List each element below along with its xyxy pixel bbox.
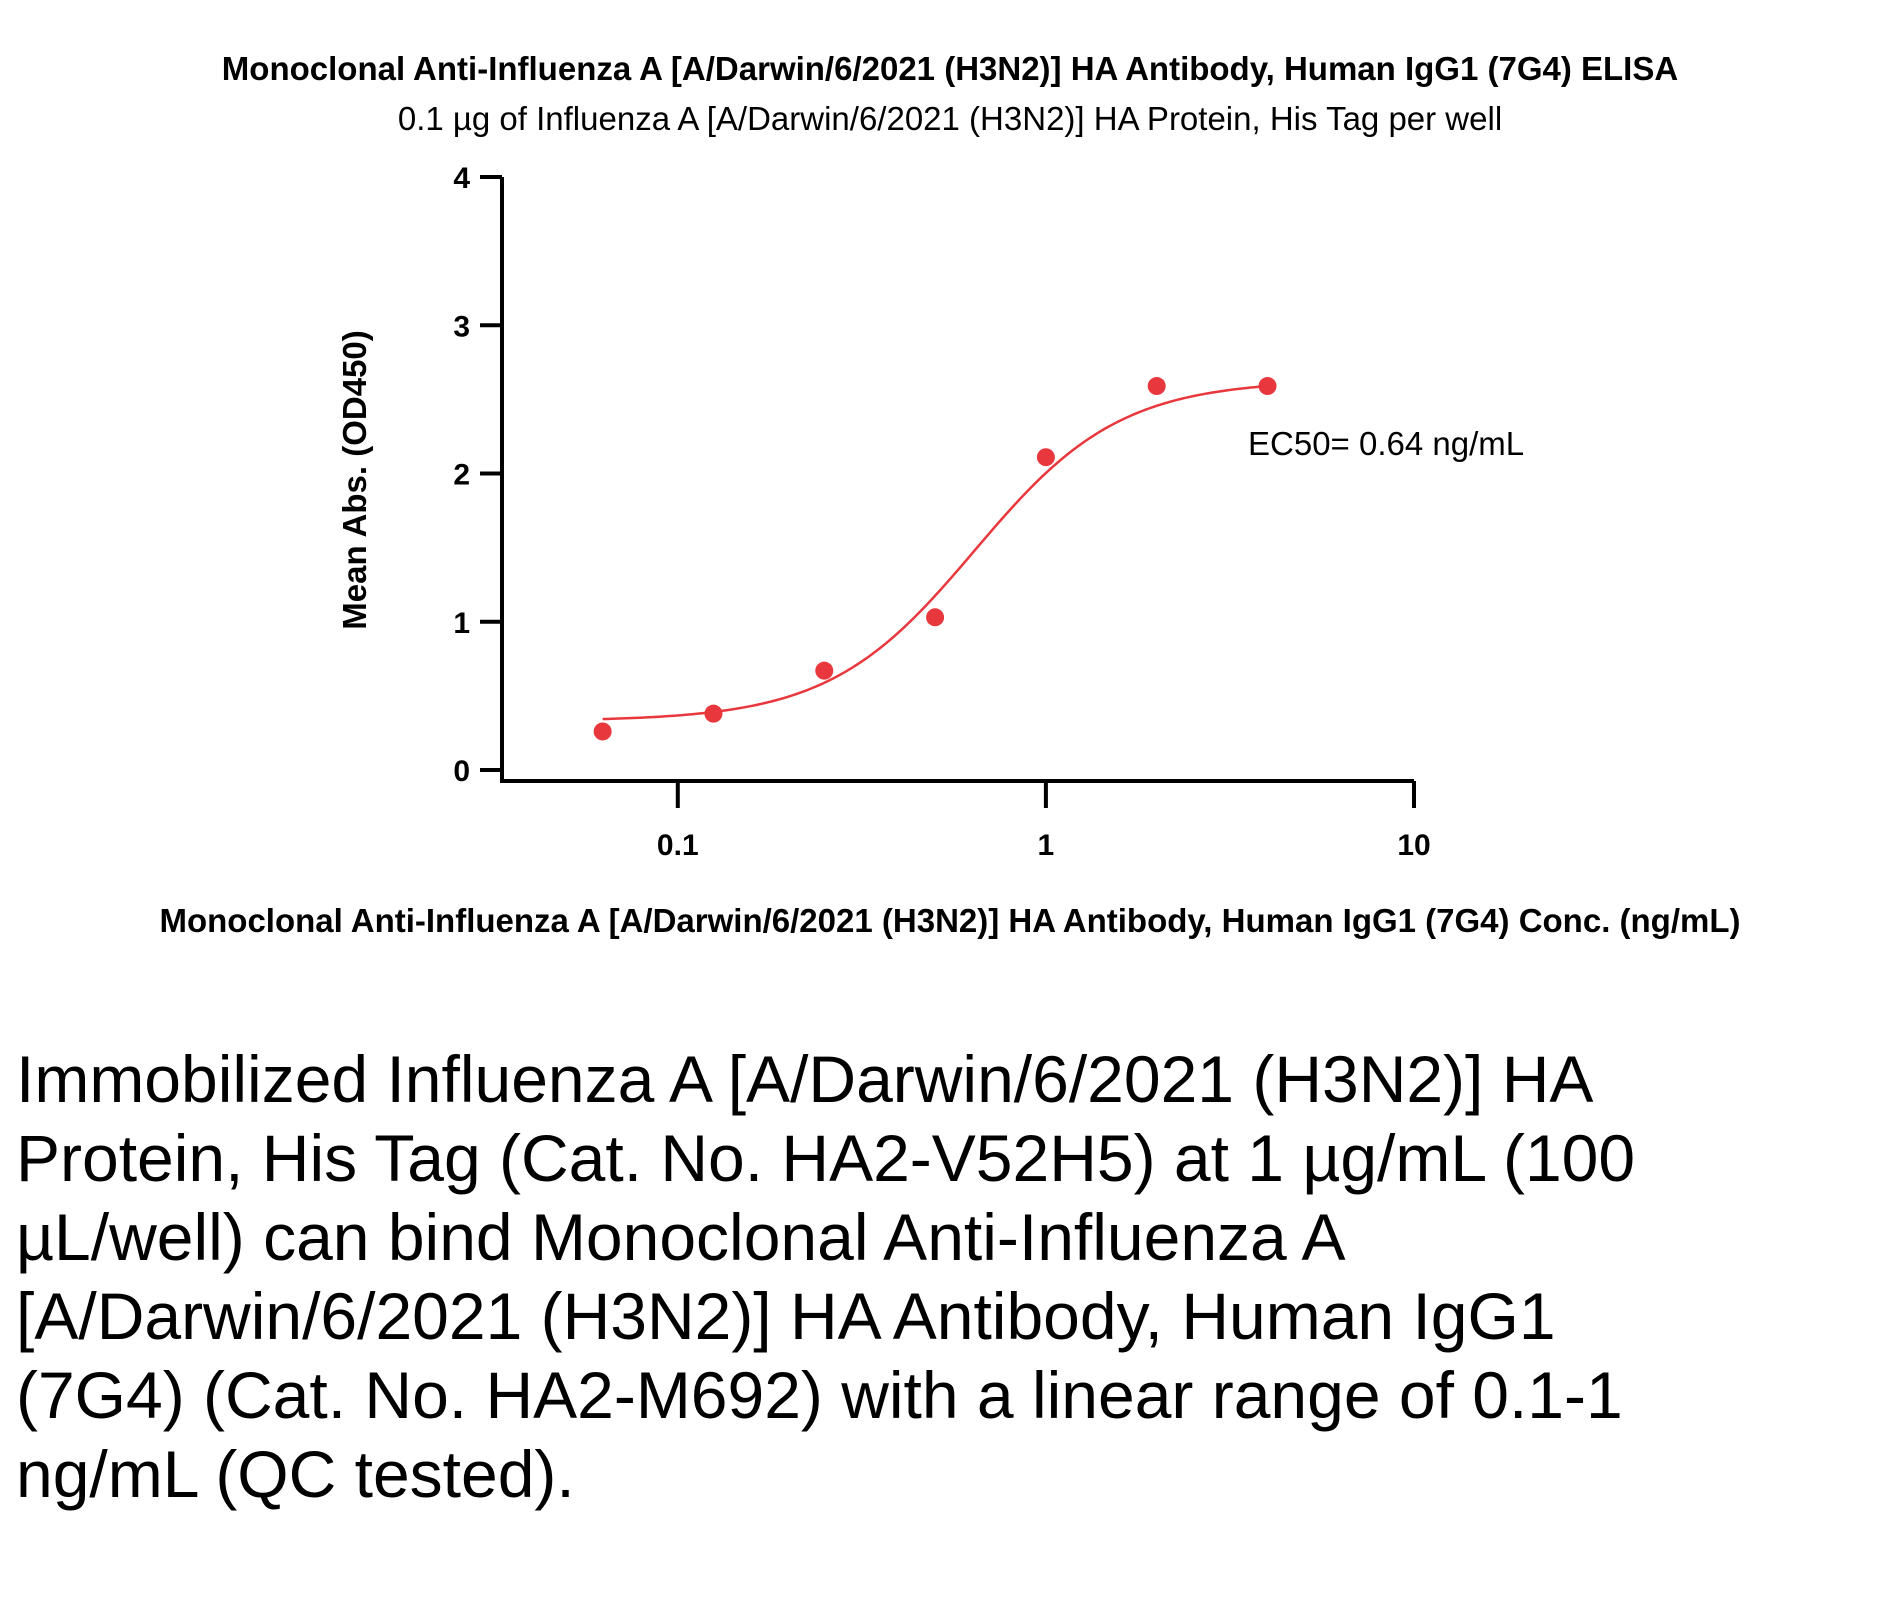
y-tick-label: 2: [453, 459, 470, 492]
x-tick-label: 10: [1397, 829, 1430, 862]
y-tick-label: 1: [453, 607, 470, 640]
data-point: [1147, 377, 1166, 396]
y-axis-label: Mean Abs. (OD450): [336, 330, 373, 630]
ec50-annotation: EC50= 0.64 ng/mL: [1248, 425, 1524, 462]
data-point: [926, 608, 945, 627]
y-tick-label: 0: [453, 755, 470, 788]
x-tick-label: 0.1: [657, 829, 699, 862]
data-point: [704, 704, 723, 723]
chart-title: Monoclonal Anti-Influenza A [A/Darwin/6/…: [222, 50, 1678, 87]
y-tick-label: 3: [453, 310, 470, 343]
x-tick-label: 1: [1038, 829, 1055, 862]
data-point: [815, 661, 834, 680]
data-points: [593, 377, 1277, 741]
data-point: [1258, 377, 1277, 396]
data-point: [593, 722, 612, 741]
fit-curve: [602, 384, 1268, 721]
x-axis-label: Monoclonal Anti-Influenza A [A/Darwin/6/…: [159, 902, 1740, 939]
x-ticks: 0.1 1 10: [657, 781, 1431, 862]
data-point: [1036, 448, 1055, 467]
chart-subtitle: 0.1 µg of Influenza A [A/Darwin/6/2021 (…: [398, 100, 1502, 137]
description-text: Immobilized Influenza A [A/Darwin/6/2021…: [16, 1042, 1636, 1511]
elisa-chart: Monoclonal Anti-Influenza A [A/Darwin/6/…: [159, 50, 1740, 939]
y-tick-label: 4: [453, 162, 470, 195]
y-ticks: 0 1 2 3 4: [453, 162, 502, 788]
